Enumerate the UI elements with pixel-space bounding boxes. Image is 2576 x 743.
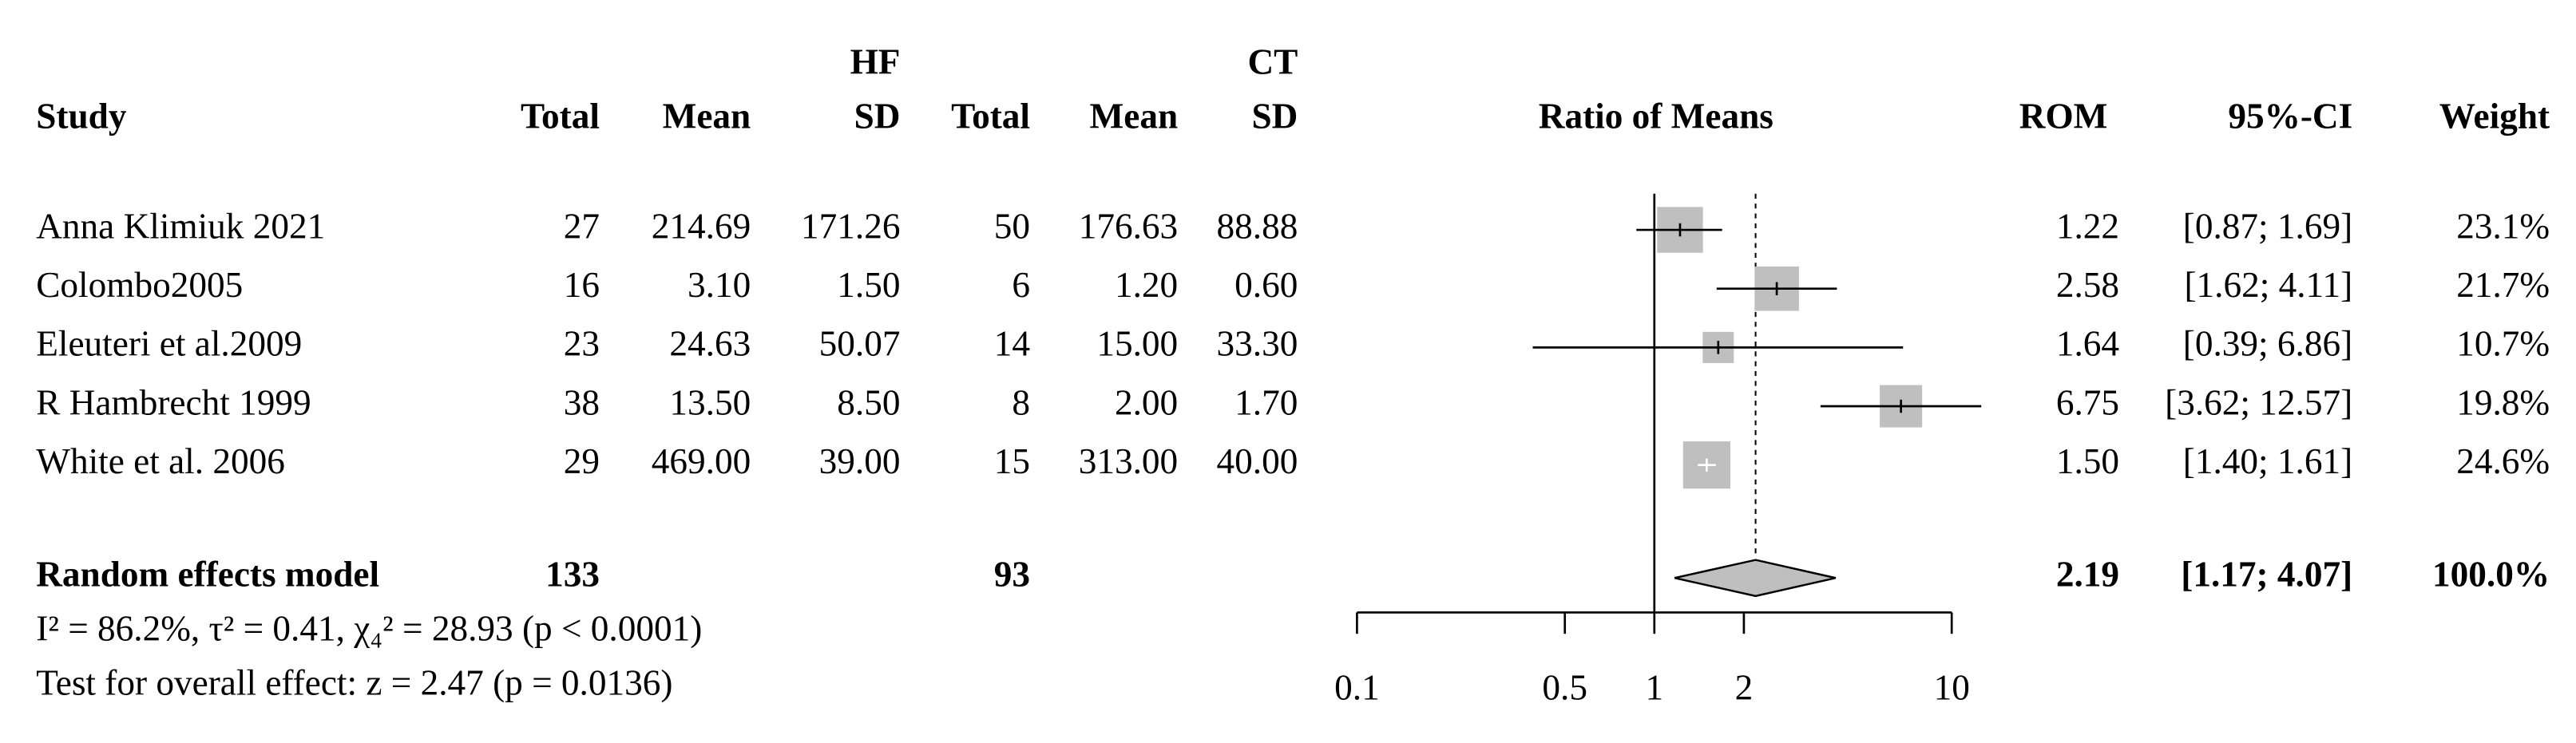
ct-sd: 88.88 <box>1217 206 1298 246</box>
column-header: ROM <box>2019 97 2108 136</box>
rom-value: 2.58 <box>2056 265 2119 305</box>
group-header: CT <box>1247 42 1298 82</box>
ci-label: [1.62; 4.11] <box>2184 265 2352 305</box>
x-tick-label: 0.1 <box>1334 668 1380 708</box>
summary-name: Random effects model <box>36 555 379 595</box>
hf-sd: 1.50 <box>837 265 900 305</box>
ci-label: [0.39; 6.86] <box>2183 324 2352 364</box>
hf-sd: 39.00 <box>819 441 901 481</box>
column-header: Total <box>951 97 1030 136</box>
hf-mean: 24.63 <box>669 324 751 364</box>
hf-mean: 214.69 <box>652 206 751 246</box>
column-header: Mean <box>1090 97 1179 136</box>
weight-label: 10.7% <box>2456 324 2550 364</box>
ct-total: 6 <box>1012 265 1030 305</box>
column-header: Total <box>521 97 600 136</box>
x-tick-label: 1 <box>1645 668 1663 708</box>
rom-value: 1.64 <box>2056 324 2119 364</box>
weight-label: 23.1% <box>2456 206 2550 246</box>
weight-label: 19.8% <box>2456 382 2550 422</box>
hf-total: 38 <box>564 382 600 422</box>
column-header: Ratio of Means <box>1539 97 1773 136</box>
hf-mean: 13.50 <box>669 382 751 422</box>
hf-total: 27 <box>564 206 600 246</box>
column-header: Study <box>36 97 127 136</box>
ct-mean: 313.00 <box>1079 441 1178 481</box>
x-tick-label: 2 <box>1735 668 1754 708</box>
column-header: SD <box>1251 97 1298 136</box>
hf-sd: 8.50 <box>837 382 900 422</box>
ct-total: 50 <box>994 206 1030 246</box>
ct-mean: 15.00 <box>1096 324 1178 364</box>
summary-rom: 2.19 <box>2056 555 2119 595</box>
hf-total: 16 <box>564 265 600 305</box>
hf-total: 23 <box>564 324 600 364</box>
column-header: SD <box>854 97 901 136</box>
study-name: Anna Klimiuk 2021 <box>36 206 325 246</box>
summary-diamond <box>1674 559 1837 598</box>
study-name: R Hambrecht 1999 <box>36 382 311 422</box>
ci-label: [1.40; 1.61] <box>2183 441 2352 481</box>
rom-value: 6.75 <box>2056 382 2119 422</box>
ci-label: [0.87; 1.69] <box>2183 206 2352 246</box>
summary-hf-total: 133 <box>545 555 600 595</box>
rom-value: 1.22 <box>2056 206 2119 246</box>
ct-mean: 176.63 <box>1079 206 1178 246</box>
hf-total: 29 <box>564 441 600 481</box>
ct-sd: 40.00 <box>1217 441 1298 481</box>
ct-sd: 0.60 <box>1234 265 1298 305</box>
ci-label: [3.62; 12.57] <box>2165 382 2352 422</box>
hf-sd: 50.07 <box>819 324 901 364</box>
column-header: 95%-CI <box>2228 97 2352 136</box>
column-header: Mean <box>663 97 751 136</box>
summary-ci: [1.17; 4.07] <box>2181 555 2352 595</box>
summary-weight: 100.0% <box>2432 555 2550 595</box>
ct-mean: 1.20 <box>1115 265 1178 305</box>
x-tick-label: 10 <box>1934 668 1970 708</box>
column-header: Weight <box>2439 97 2550 136</box>
hf-sd: 171.26 <box>801 206 900 246</box>
group-header: HF <box>850 42 901 82</box>
ct-total: 15 <box>994 441 1030 481</box>
heterogeneity: I² = 86.2%, τ² = 0.41, χ₄² = 28.93 (p < … <box>36 609 702 649</box>
ct-mean: 2.00 <box>1115 382 1178 422</box>
study-name: Colombo2005 <box>36 265 243 305</box>
hf-mean: 469.00 <box>652 441 751 481</box>
ct-total: 14 <box>994 324 1030 364</box>
ct-sd: 1.70 <box>1234 382 1298 422</box>
weight-label: 24.6% <box>2456 441 2550 481</box>
overall-effect: Test for overall effect: z = 2.47 (p = 0… <box>36 662 672 702</box>
x-tick-label: 0.5 <box>1542 668 1587 708</box>
study-name: Eleuteri et al.2009 <box>36 324 302 364</box>
study-name: White et al. 2006 <box>36 441 285 481</box>
summary-ct-total: 93 <box>994 555 1030 595</box>
weight-label: 21.7% <box>2456 265 2550 305</box>
ct-total: 8 <box>1012 382 1030 422</box>
ct-sd: 33.30 <box>1217 324 1298 364</box>
rom-value: 1.50 <box>2056 441 2119 481</box>
hf-mean: 3.10 <box>688 265 751 305</box>
